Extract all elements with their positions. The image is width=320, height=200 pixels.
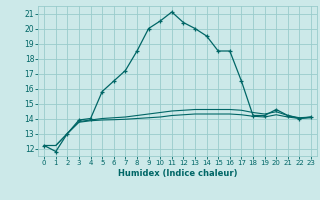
X-axis label: Humidex (Indice chaleur): Humidex (Indice chaleur) (118, 169, 237, 178)
